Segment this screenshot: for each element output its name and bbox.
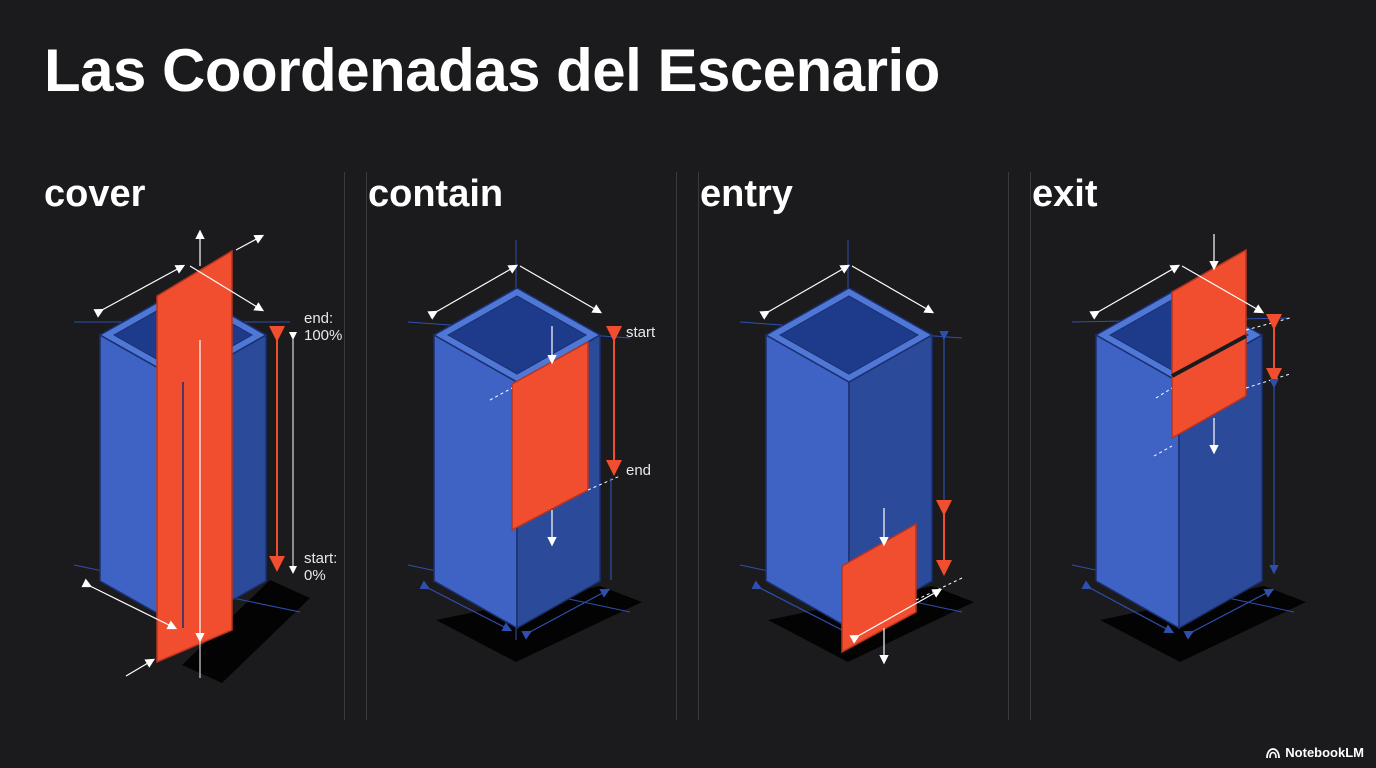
- panel-divider: [366, 172, 367, 720]
- cover-start-value: 0%: [304, 567, 326, 584]
- brand-watermark: NotebookLM: [1266, 745, 1364, 760]
- panel-divider: [676, 172, 677, 720]
- cover-end-label: end:: [304, 310, 334, 327]
- panel-divider: [1008, 172, 1009, 720]
- contain-start-label: start: [626, 324, 656, 341]
- contain-diagram: [407, 240, 642, 662]
- notebooklm-icon: [1266, 747, 1281, 758]
- entry-diagram: [739, 240, 974, 665]
- brand-name: NotebookLM: [1285, 745, 1364, 760]
- page-title: Las Coordenadas del Escenario: [44, 37, 940, 104]
- panel-label-exit: exit: [1032, 173, 1098, 215]
- panel-label-contain: contain: [368, 173, 504, 215]
- contain-end-label: end: [626, 462, 652, 479]
- panel-divider: [344, 172, 345, 720]
- cover-start-label: start:: [304, 550, 338, 567]
- panel-divider: [1030, 172, 1031, 720]
- cover-start-annotation: start: 0%: [304, 550, 337, 584]
- panel-divider: [698, 172, 699, 720]
- panel-label-cover: cover: [44, 173, 146, 215]
- exit-diagram: [1071, 234, 1306, 662]
- cover-end-value: 100%: [304, 327, 343, 344]
- panel-label-entry: entry: [700, 173, 793, 215]
- cover-diagram: [73, 229, 310, 683]
- cover-end-annotation: end: 100%: [304, 310, 342, 344]
